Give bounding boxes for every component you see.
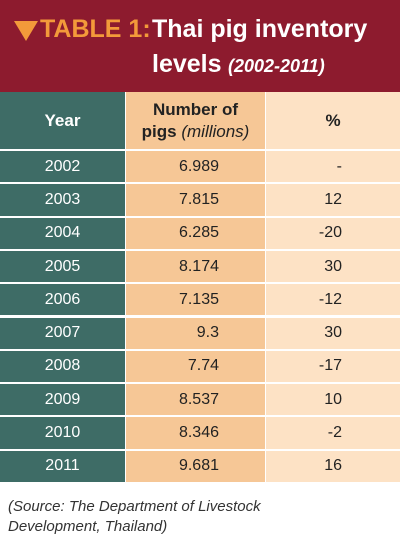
table-row: 2002 6.989- [0,151,400,183]
table-cell: 8.346 [126,417,265,449]
table-row: 2006 7.135 -12 [0,284,400,316]
source-line: Development, Thailand) [8,518,168,535]
table-cell: -12 [266,284,400,316]
table-row: 2010 8.346 -2 [0,417,400,449]
table-cell: 16 [266,450,400,482]
table-cell: 2003 [0,184,125,216]
table-cell: 8.174 [126,250,265,283]
table-row: 2004 6.285 -20 [0,217,400,249]
table-cell: 6.285 [126,217,265,249]
table-cell: -20 [266,217,400,249]
table-cell: 2004 [0,217,125,249]
title-bar: TABLE 1: Thai pig inventory levels (2002… [0,0,400,92]
table-cell: 6.989 [126,151,265,183]
table-cell: 9.3 [126,317,265,349]
table-cell: 2002 [0,151,125,183]
table-title: Thai pig inventory [152,15,368,43]
header-cell: % [266,92,400,149]
table-cell: 2005 [0,250,125,283]
table-row: 2005 8.174 30 [0,250,400,283]
table-cell: 2009 [0,384,125,416]
header-text: Number of [153,99,238,119]
header-cell: Year [0,92,125,149]
triangle-icon [14,21,38,41]
table-cell: 12 [266,184,400,216]
table-cell: 10 [266,384,400,416]
table-cell: 2011 [0,450,125,482]
table-cell: 8.537 [126,384,265,416]
table-row: 2008 7.74 -17 [0,350,400,383]
table-cell: 7.815 [126,184,265,216]
table-cell: 9.681 [126,450,265,482]
table-cell: 2007 [0,317,125,349]
table-cell: 2010 [0,417,125,449]
header-row: Year Number of pigs (millions)% [0,92,400,149]
table-cell: 7.74 [126,350,265,383]
header-text-line2: pigs (millions) [142,121,250,143]
table-row: 2003 7.815 12 [0,184,400,216]
source-note: (Source: The Department of Livestock Dev… [8,497,261,537]
table-cell: -2 [266,417,400,449]
table-title-line2: levels [152,50,222,78]
header-cell: Number of pigs (millions) [126,92,265,149]
table-cell: -17 [266,350,400,383]
header-text: % [325,110,341,130]
header-unit: (millions) [181,121,250,141]
table-cell: 30 [266,317,400,349]
table-cell: - [266,151,400,183]
table-subtitle: (2002-2011) [228,56,325,76]
table-row: 2007 9.3 30 [0,317,400,349]
table-row: 2009 8.537 10 [0,384,400,416]
table-cell: 2008 [0,350,125,383]
table-row: 2011 9.681 16 [0,450,400,482]
header-text: pigs [141,121,177,141]
header-text: Year [44,110,81,130]
table-cell: 7.135 [126,284,265,316]
table-cell: 2006 [0,284,125,316]
source-line: (Source: The Department of Livestock [8,498,261,515]
table-label: TABLE 1: [40,15,151,43]
table-cell: 30 [266,250,400,283]
